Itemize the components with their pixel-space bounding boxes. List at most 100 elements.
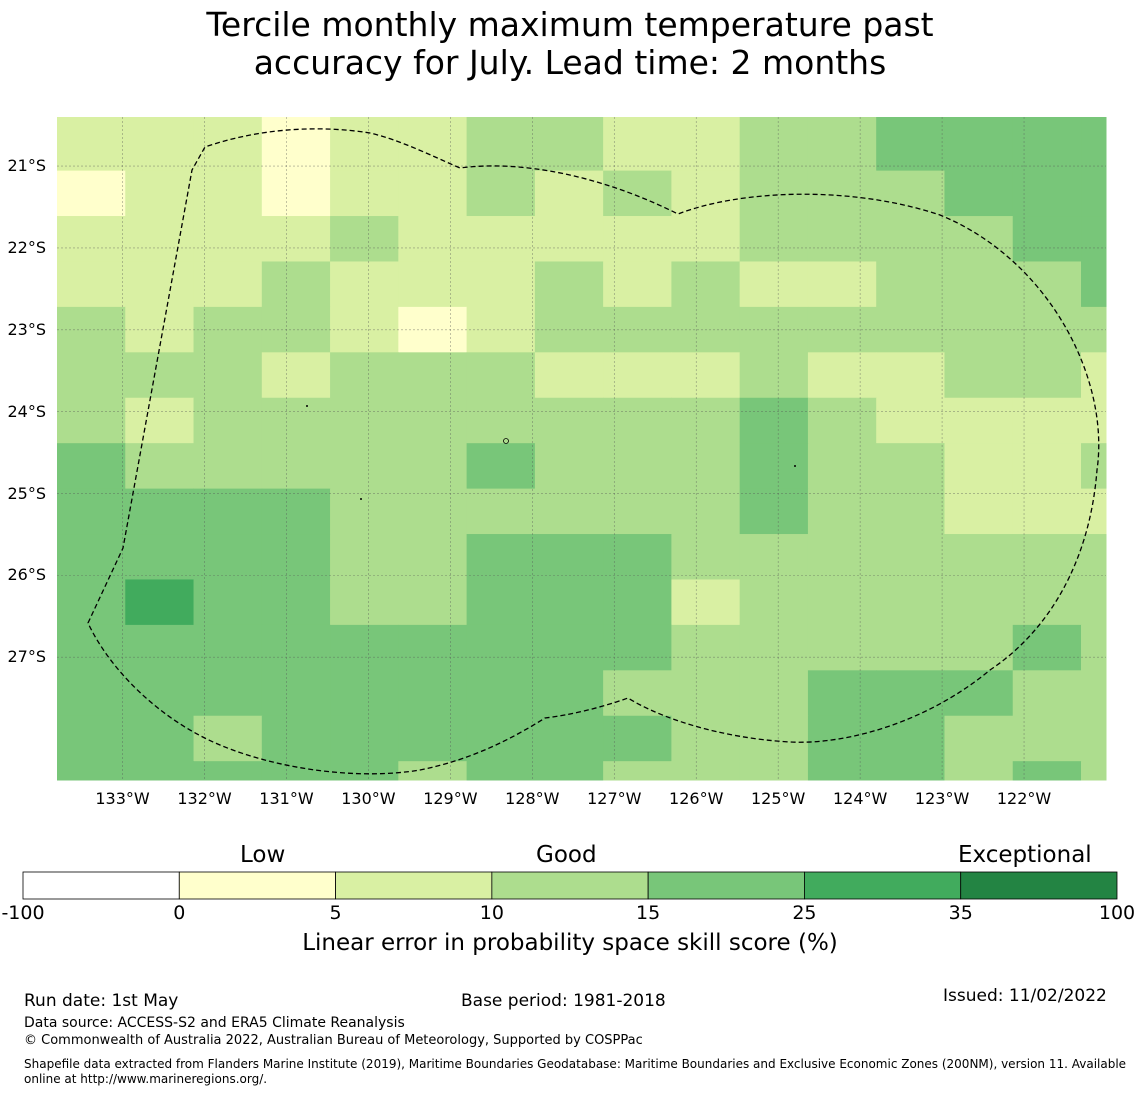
shapefile-credit: Shapefile data extracted from Flanders M… bbox=[24, 1057, 1127, 1086]
skill-cell bbox=[944, 624, 1014, 671]
skill-cell bbox=[1012, 761, 1082, 781]
skill-cell bbox=[193, 624, 263, 671]
skill-cell bbox=[330, 397, 399, 444]
skill-cell bbox=[603, 216, 672, 262]
longitude-label: 125°W bbox=[751, 789, 806, 808]
skill-cell bbox=[261, 117, 331, 172]
skill-cell bbox=[807, 261, 877, 308]
skill-cell bbox=[603, 534, 672, 580]
colorbar-tick-label: 25 bbox=[792, 902, 817, 924]
skill-cell bbox=[466, 216, 536, 262]
longitude-label: 130°W bbox=[341, 789, 396, 808]
skill-cell bbox=[261, 216, 331, 262]
skill-cell bbox=[876, 261, 945, 308]
skill-cell bbox=[330, 670, 399, 717]
skill-cell bbox=[125, 715, 195, 762]
skill-cell bbox=[807, 488, 877, 535]
skill-cell bbox=[944, 352, 1014, 399]
latitude-label: 24°S bbox=[7, 401, 46, 421]
skill-cell bbox=[534, 761, 604, 781]
skill-cell bbox=[125, 261, 195, 308]
colorbar-segment bbox=[804, 871, 962, 900]
skill-cell bbox=[57, 715, 126, 762]
skill-cell bbox=[1081, 352, 1107, 399]
skill-cell bbox=[261, 443, 331, 490]
skill-cell bbox=[193, 170, 263, 217]
skill-cell bbox=[398, 443, 468, 490]
skill-cell bbox=[807, 443, 877, 490]
skill-cell bbox=[330, 488, 399, 535]
skill-cell bbox=[1012, 170, 1082, 217]
skill-cell bbox=[1081, 443, 1107, 490]
colorbar-segment bbox=[647, 871, 805, 900]
skill-cell bbox=[398, 670, 468, 717]
latitude-label: 23°S bbox=[7, 319, 46, 339]
skill-cell bbox=[739, 216, 809, 262]
skill-cell bbox=[57, 579, 126, 626]
skill-cell bbox=[466, 715, 536, 762]
skill-cell bbox=[57, 170, 126, 217]
skill-cell bbox=[261, 397, 331, 444]
skill-cell bbox=[807, 624, 877, 671]
colorbar bbox=[22, 871, 1118, 900]
skill-cell bbox=[193, 670, 263, 717]
skill-cell bbox=[466, 397, 536, 444]
skill-cell bbox=[398, 488, 468, 535]
skill-cell bbox=[944, 443, 1014, 490]
skill-cell bbox=[398, 397, 468, 444]
skill-cell bbox=[876, 670, 945, 717]
colorbar-tick-label: -100 bbox=[1, 902, 45, 924]
skill-cell bbox=[534, 579, 604, 626]
longitude-label: 127°W bbox=[587, 789, 642, 808]
longitude-label: 133°W bbox=[95, 789, 150, 808]
skill-cell bbox=[671, 488, 741, 535]
skill-cell bbox=[671, 216, 741, 262]
skill-cell bbox=[807, 117, 877, 172]
skill-cell bbox=[125, 670, 195, 717]
skill-cell bbox=[739, 261, 809, 308]
skill-cell bbox=[57, 216, 126, 262]
skill-cell bbox=[671, 397, 741, 444]
skill-cell bbox=[398, 534, 468, 580]
skill-cell bbox=[398, 761, 468, 781]
skill-cell bbox=[739, 579, 809, 626]
map-title: Tercile monthly maximum temperature past… bbox=[0, 6, 1140, 82]
skill-cell bbox=[330, 216, 399, 262]
skill-cell bbox=[739, 170, 809, 217]
skill-cell bbox=[603, 117, 672, 172]
skill-cell bbox=[57, 443, 126, 490]
skill-cell bbox=[193, 488, 263, 535]
skill-cell bbox=[125, 117, 195, 172]
skill-cell bbox=[739, 443, 809, 490]
latitude-label: 27°S bbox=[7, 647, 46, 667]
skill-cell bbox=[125, 352, 195, 399]
skill-cell bbox=[739, 670, 809, 717]
graticule bbox=[57, 117, 1106, 780]
skill-cell bbox=[671, 761, 741, 781]
skill-cell bbox=[193, 306, 263, 353]
latitude-label: 25°S bbox=[7, 483, 46, 503]
skill-cell bbox=[1081, 715, 1107, 762]
skill-cell bbox=[125, 534, 195, 580]
skill-cell bbox=[57, 397, 126, 444]
colorbar-segment bbox=[491, 871, 649, 900]
skill-cell bbox=[125, 579, 195, 626]
skill-cell bbox=[1012, 117, 1082, 172]
skill-cell bbox=[671, 624, 741, 671]
skill-cell bbox=[330, 761, 399, 781]
skill-cell bbox=[603, 170, 672, 217]
skill-cell bbox=[1081, 534, 1107, 580]
skill-cell bbox=[330, 352, 399, 399]
skill-cell bbox=[398, 352, 468, 399]
skill-cell bbox=[1081, 261, 1107, 308]
skill-cell bbox=[603, 579, 672, 626]
skill-cell bbox=[876, 488, 945, 535]
skill-cell bbox=[671, 261, 741, 308]
island-marker bbox=[306, 405, 308, 407]
skill-cell bbox=[1081, 170, 1107, 217]
skill-cell bbox=[398, 579, 468, 626]
skill-cell bbox=[57, 352, 126, 399]
skill-cell bbox=[330, 624, 399, 671]
skill-cell bbox=[876, 761, 945, 781]
skill-cell bbox=[398, 715, 468, 762]
